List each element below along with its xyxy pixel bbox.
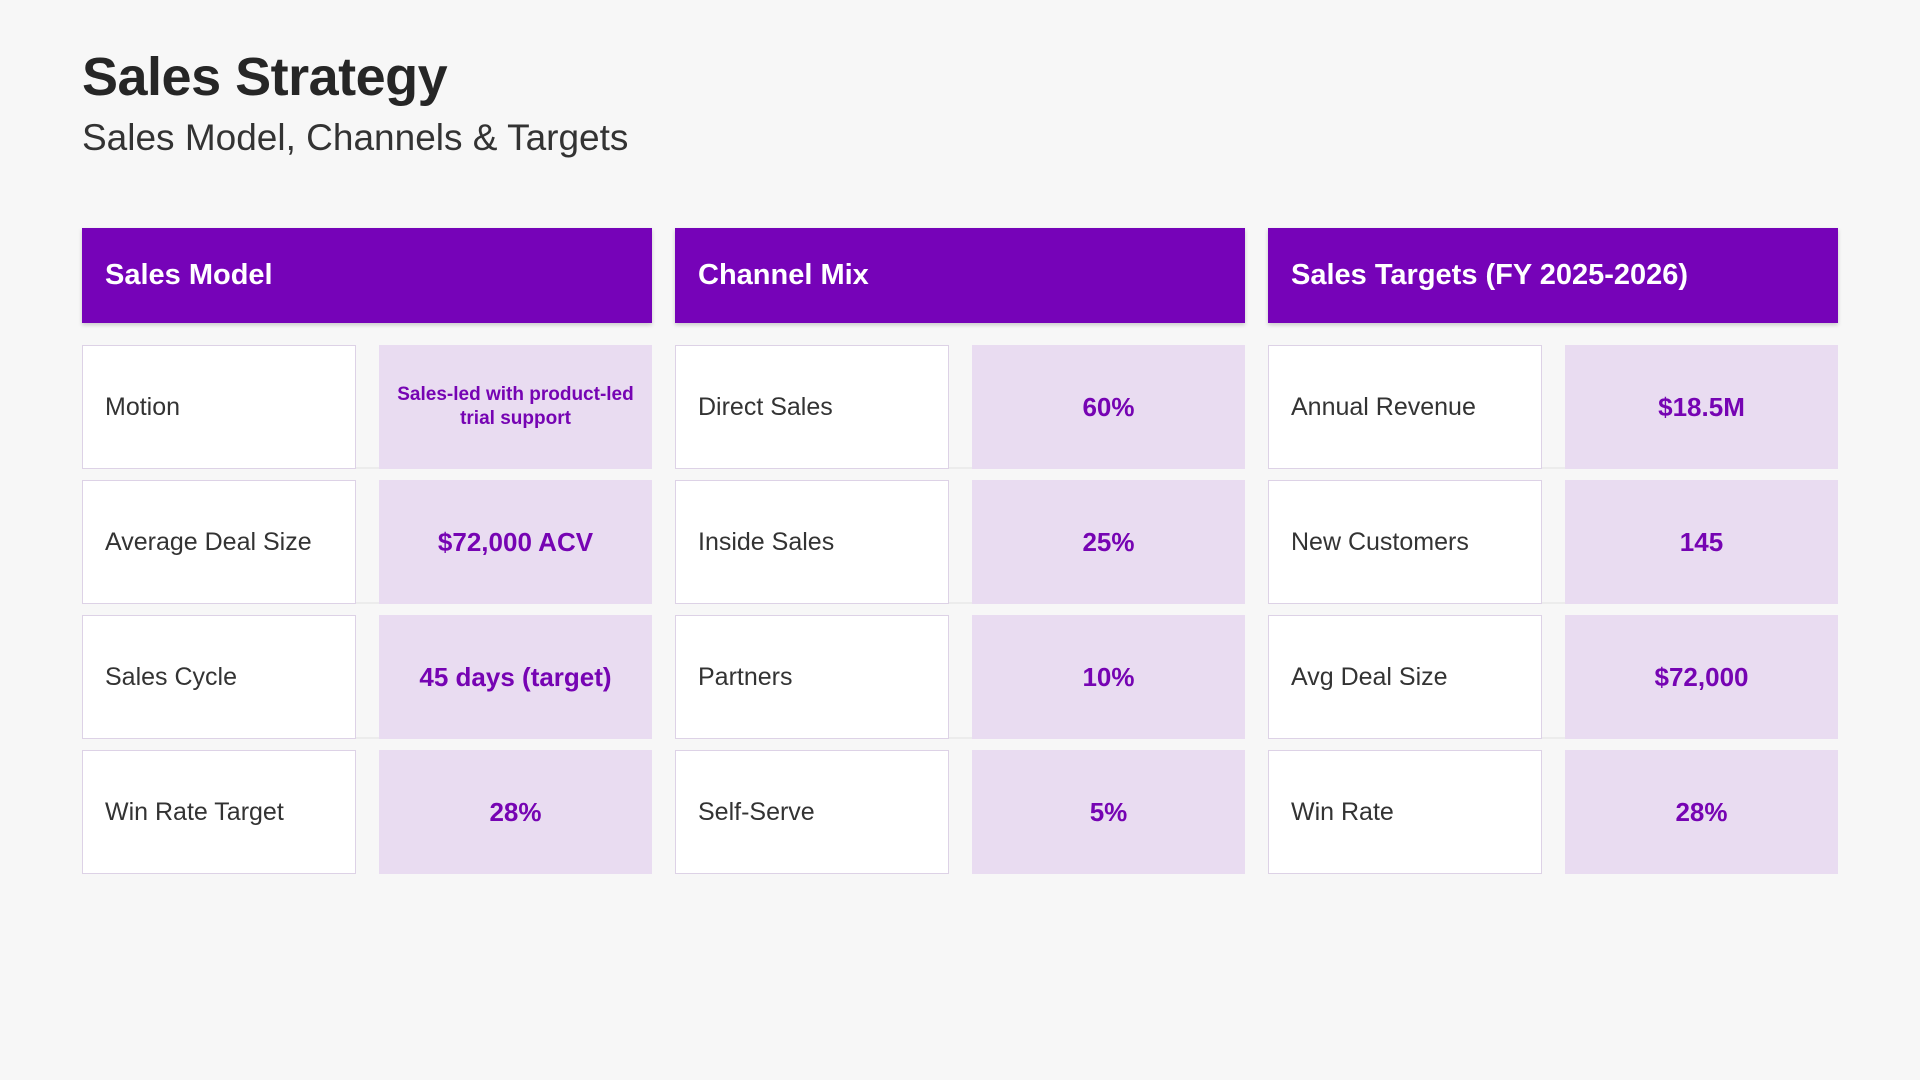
column-rows: Motion Sales-led with product-led trial … <box>82 345 652 874</box>
sales-targets-column: Sales Targets (FY 2025-2026) Annual Reve… <box>1268 228 1838 874</box>
table-row: Avg Deal Size $72,000 <box>1268 615 1838 739</box>
table-row: Partners 10% <box>675 615 1245 739</box>
table-row: Average Deal Size $72,000 ACV <box>82 480 652 604</box>
row-label: Motion <box>82 345 356 469</box>
column-rows: Direct Sales 60% Inside Sales 25% Partne… <box>675 345 1245 874</box>
row-value: 5% <box>972 750 1245 874</box>
row-label: Self-Serve <box>675 750 949 874</box>
row-label: Win Rate <box>1268 750 1542 874</box>
row-value: 45 days (target) <box>379 615 652 739</box>
table-row: Win Rate 28% <box>1268 750 1838 874</box>
row-label: Partners <box>675 615 949 739</box>
row-value: 145 <box>1565 480 1838 604</box>
sales-model-column: Sales Model Motion Sales-led with produc… <box>82 228 652 874</box>
strategy-columns: Sales Model Motion Sales-led with produc… <box>82 228 1838 874</box>
row-label: Direct Sales <box>675 345 949 469</box>
row-value: Sales-led with product-led trial support <box>379 345 652 469</box>
row-label: Win Rate Target <box>82 750 356 874</box>
row-label: New Customers <box>1268 480 1542 604</box>
row-value: $18.5M <box>1565 345 1838 469</box>
table-row: Motion Sales-led with product-led trial … <box>82 345 652 469</box>
channel-mix-column: Channel Mix Direct Sales 60% Inside Sale… <box>675 228 1245 874</box>
column-header: Channel Mix <box>675 228 1245 323</box>
row-value: 60% <box>972 345 1245 469</box>
table-row: Win Rate Target 28% <box>82 750 652 874</box>
row-value: 10% <box>972 615 1245 739</box>
table-row: New Customers 145 <box>1268 480 1838 604</box>
table-row: Inside Sales 25% <box>675 480 1245 604</box>
table-row: Direct Sales 60% <box>675 345 1245 469</box>
row-value: 28% <box>1565 750 1838 874</box>
row-value: 25% <box>972 480 1245 604</box>
table-row: Sales Cycle 45 days (target) <box>82 615 652 739</box>
table-row: Self-Serve 5% <box>675 750 1245 874</box>
column-rows: Annual Revenue $18.5M New Customers 145 … <box>1268 345 1838 874</box>
column-header: Sales Model <box>82 228 652 323</box>
page-subtitle: Sales Model, Channels & Targets <box>82 117 629 158</box>
page-title: Sales Strategy <box>82 47 448 107</box>
row-label: Avg Deal Size <box>1268 615 1542 739</box>
row-label: Average Deal Size <box>82 480 356 604</box>
row-value: 28% <box>379 750 652 874</box>
row-label: Inside Sales <box>675 480 949 604</box>
row-value: $72,000 ACV <box>379 480 652 604</box>
column-header: Sales Targets (FY 2025-2026) <box>1268 228 1838 323</box>
row-label: Annual Revenue <box>1268 345 1542 469</box>
table-row: Annual Revenue $18.5M <box>1268 345 1838 469</box>
row-value: $72,000 <box>1565 615 1838 739</box>
row-label: Sales Cycle <box>82 615 356 739</box>
